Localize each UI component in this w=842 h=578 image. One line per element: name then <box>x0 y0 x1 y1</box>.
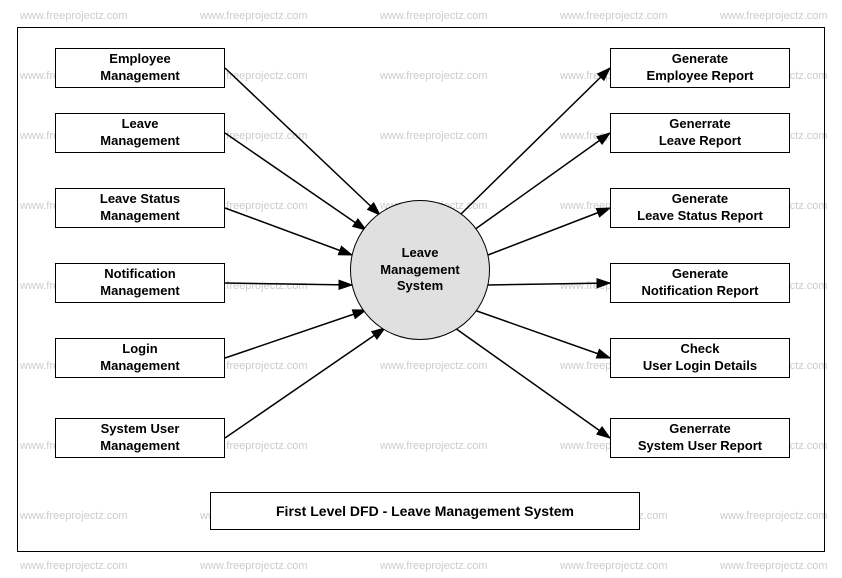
right-box-notif-rpt: GenerateNotification Report <box>610 263 790 303</box>
watermark: www.freeprojectz.com <box>200 10 308 22</box>
right-box-login-check: CheckUser Login Details <box>610 338 790 378</box>
right-box-sysuser-rpt: GenerrateSystem User Report <box>610 418 790 458</box>
right-box-emp-rpt: GenerateEmployee Report <box>610 48 790 88</box>
watermark: www.freeprojectz.com <box>380 560 488 572</box>
watermark: www.freeprojectz.com <box>20 10 128 22</box>
right-box-leave-status-rpt: GenerateLeave Status Report <box>610 188 790 228</box>
left-box-leave-mgmt: LeaveManagement <box>55 113 225 153</box>
diagram-title: First Level DFD - Leave Management Syste… <box>210 492 640 530</box>
left-box-login-mgmt: LoginManagement <box>55 338 225 378</box>
left-box-leave-status-mgmt: Leave StatusManagement <box>55 188 225 228</box>
left-box-emp-mgmt: EmployeeManagement <box>55 48 225 88</box>
center-process: LeaveManagementSystem <box>350 200 490 340</box>
watermark: www.freeprojectz.com <box>720 10 828 22</box>
watermark: www.freeprojectz.com <box>720 560 828 572</box>
left-box-notif-mgmt: NotificationManagement <box>55 263 225 303</box>
right-box-leave-rpt: GenerrateLeave Report <box>610 113 790 153</box>
left-box-sysuser-mgmt: System UserManagement <box>55 418 225 458</box>
watermark: www.freeprojectz.com <box>20 560 128 572</box>
watermark: www.freeprojectz.com <box>560 560 668 572</box>
watermark: www.freeprojectz.com <box>560 10 668 22</box>
watermark: www.freeprojectz.com <box>380 10 488 22</box>
watermark: www.freeprojectz.com <box>200 560 308 572</box>
